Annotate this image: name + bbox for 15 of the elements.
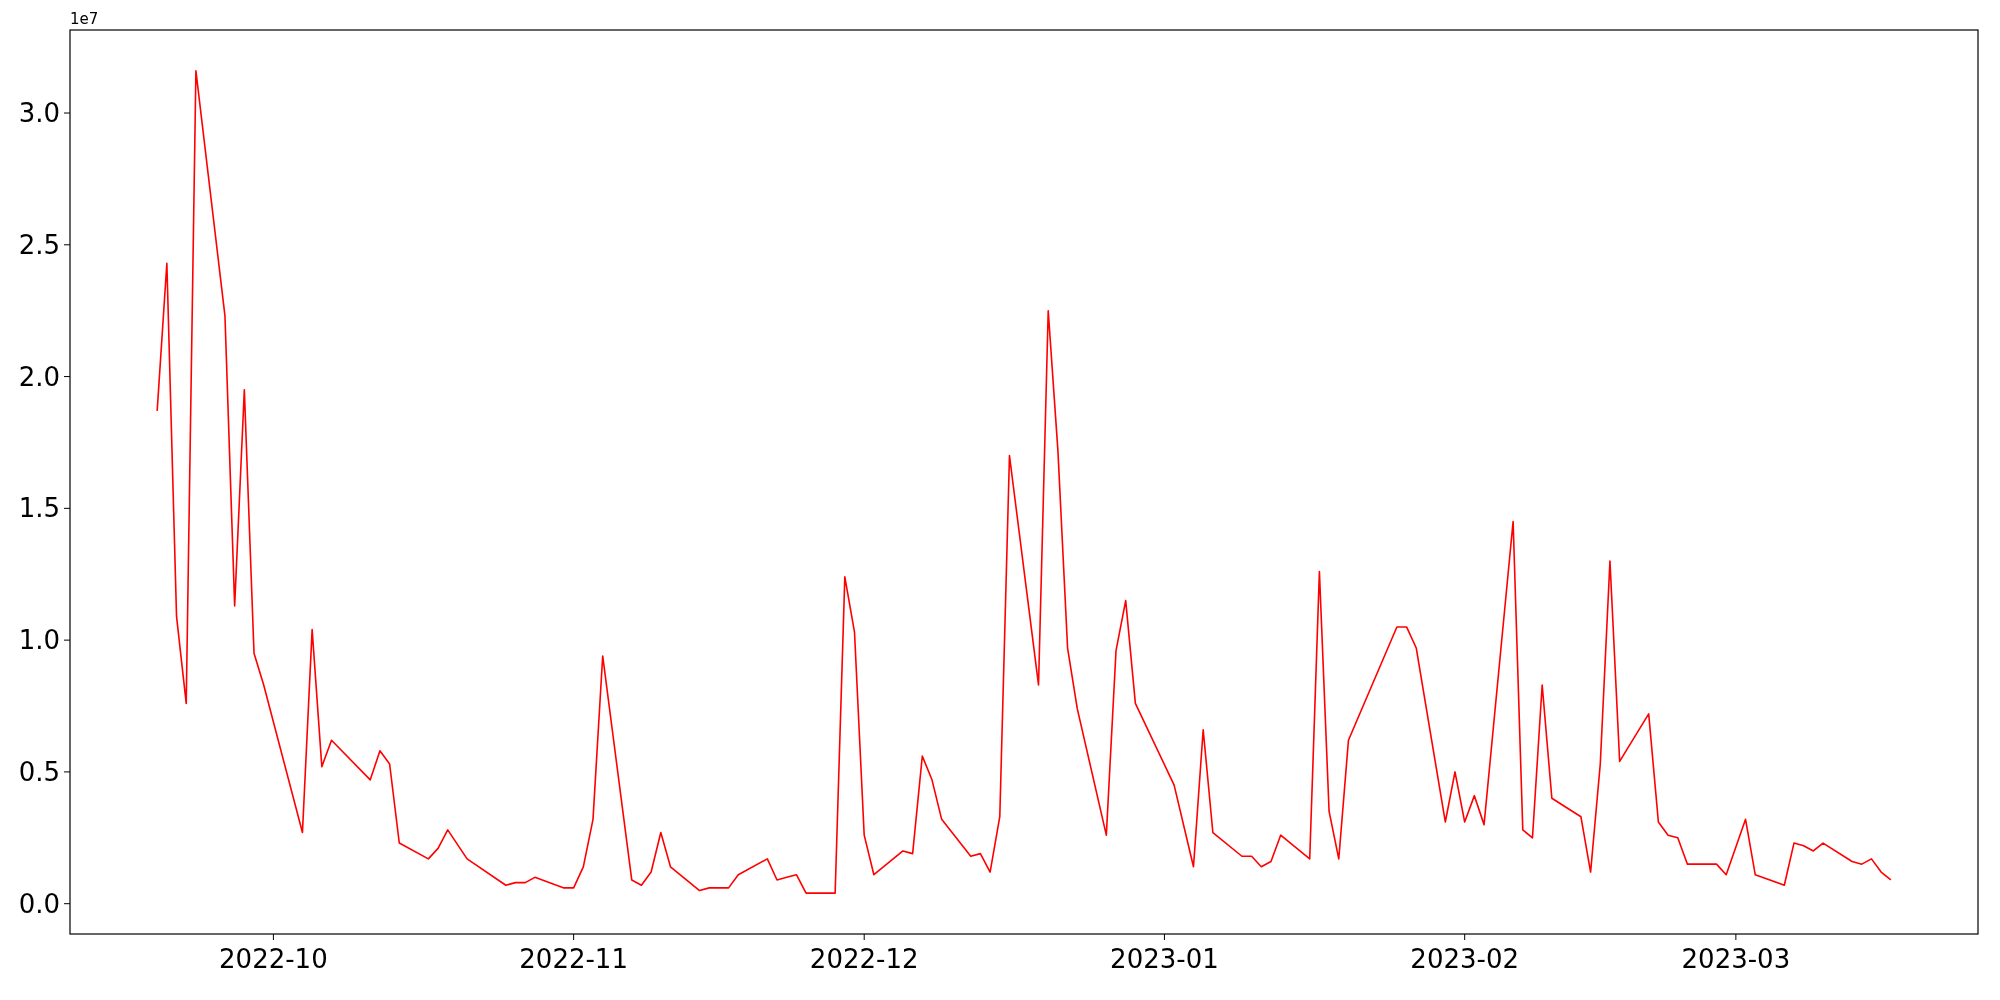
y-tick-label: 2.0 <box>18 361 60 392</box>
y-tick-label: 0.5 <box>18 757 60 788</box>
x-tick-label: 2023-02 <box>1410 944 1519 974</box>
x-tick-label: 2022-10 <box>219 944 328 974</box>
y-tick-label: 0.0 <box>18 888 60 919</box>
y-tick-label: 2.5 <box>18 229 60 260</box>
line-series <box>156 70 1892 894</box>
y-tick-label: 3.0 <box>18 98 60 129</box>
x-tick-label: 2023-03 <box>1681 944 1791 974</box>
y-tick-label: 1.0 <box>18 625 60 656</box>
text: 1e7 <box>70 10 99 28</box>
y-tick-label: 1.5 <box>18 493 60 524</box>
x-tick-label: 2023-01 <box>1110 944 1219 974</box>
x-tick-label: 2022-12 <box>809 944 919 974</box>
x-tick-label: 2022-11 <box>519 944 628 974</box>
